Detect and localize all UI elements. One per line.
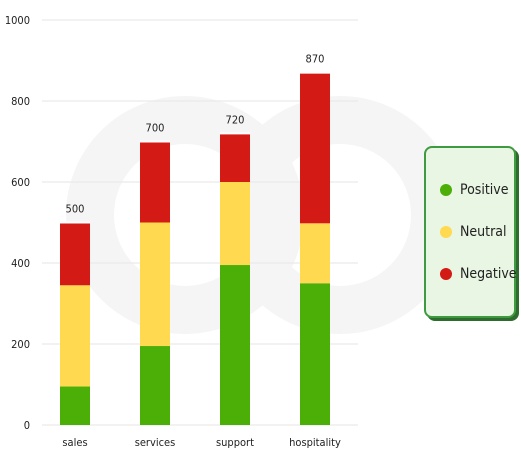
bar-totals: 500 700 720 870 [66,53,325,216]
bar-segment-neutral-sales[interactable] [60,285,90,387]
bar-top-edge [220,132,250,135]
bar-segment-negative-services[interactable] [140,141,170,223]
legend-item-neutral[interactable]: Neutral [440,222,506,242]
x-category-label-support: support [216,436,254,449]
y-tick-label: 1000 [5,14,30,27]
y-axis-ticks: 0 200 400 600 800 1000 [5,14,30,432]
x-category-label-services: services [135,436,176,449]
x-category-label-sales: sales [62,436,87,449]
bar-segment-neutral-support[interactable] [220,182,250,266]
bar-segment-positive-sales[interactable] [60,386,90,425]
legend-label-positive: Positive [460,182,509,198]
bar-top-edge [60,221,90,224]
legend-swatch-negative-icon [440,268,452,280]
bar-segment-negative-hospitality[interactable] [300,72,330,224]
bar-segment-positive-support[interactable] [220,265,250,425]
y-tick-label: 200 [11,338,30,351]
bar-segment-neutral-hospitality[interactable] [300,223,330,284]
bar-segment-positive-services[interactable] [140,346,170,425]
y-tick-label: 400 [11,257,30,270]
bar-segment-negative-support[interactable] [220,133,250,182]
y-tick-label: 0 [24,419,30,432]
y-tick-label: 800 [11,95,30,108]
bar-segment-negative-sales[interactable] [60,222,90,286]
x-axis-categories: sales services support hospitality [62,436,341,449]
legend-label-neutral: Neutral [460,224,507,240]
legend-label-negative: Negative [460,266,517,282]
legend-item-positive[interactable]: Positive [440,180,509,200]
bar-total-label-support: 720 [226,113,245,126]
bar-top-edge [140,140,170,143]
legend-swatch-positive-icon [440,184,452,196]
y-tick-label: 600 [11,176,30,189]
bar-segment-neutral-services[interactable] [140,222,170,347]
legend: Positive Neutral Negative [424,146,517,318]
legend-swatch-neutral-icon [440,226,452,238]
bar-total-label-hospitality: 870 [306,53,325,66]
x-category-label-hospitality: hospitality [289,436,341,449]
bar-top-edge [300,71,330,74]
bars [60,71,330,425]
legend-item-negative[interactable]: Negative [440,264,517,284]
bar-total-label-sales: 500 [66,203,85,216]
bar-total-label-services: 700 [146,122,165,135]
bar-segment-positive-hospitality[interactable] [300,283,330,425]
